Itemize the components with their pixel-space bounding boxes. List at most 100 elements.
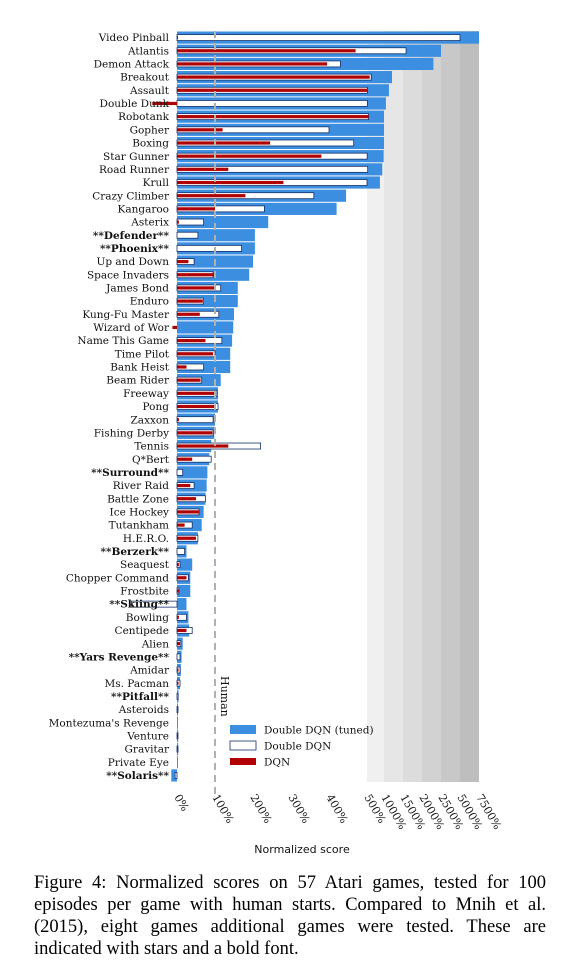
bar-dqn — [177, 536, 196, 540]
background-band — [422, 31, 441, 782]
game-label: Star Gunner — [103, 151, 170, 163]
background-band — [384, 31, 403, 782]
bars — [130, 31, 479, 782]
bar-dqn — [177, 286, 215, 290]
bar-dqn — [177, 497, 196, 501]
bar-double-dqn — [176, 653, 181, 661]
x-tick-label: 300% — [285, 792, 312, 826]
game-label: Video Pinball — [98, 32, 170, 44]
game-label: Battle Zone — [107, 493, 169, 505]
game-label: Tutankham — [109, 520, 169, 532]
legend-label: Double DQN — [264, 741, 331, 753]
shaded-background-bands — [367, 31, 479, 782]
bar-double-dqn — [176, 100, 368, 107]
bar-dqn — [177, 563, 179, 567]
bar-dqn — [177, 378, 201, 382]
human-reference-line: Human — [214, 31, 231, 800]
bar-dqn — [177, 312, 200, 316]
bar-double-dqn — [176, 548, 185, 555]
bar-dqn — [177, 642, 181, 646]
game-label: Chopper Command — [66, 572, 169, 584]
bar-double-dqn — [130, 600, 178, 608]
game-label: Centipede — [115, 625, 169, 637]
game-label: Ice Hockey — [110, 507, 170, 519]
x-tick-label: 400% — [323, 792, 350, 826]
bar-dqn — [177, 391, 216, 395]
bar-double-dqn-tuned — [177, 466, 208, 479]
game-label: Atlantis — [127, 45, 169, 57]
bar-dqn — [177, 365, 187, 369]
game-label: Wizard of Wor — [93, 322, 170, 334]
bar-dqn — [177, 523, 185, 527]
game-label: Asteroids — [118, 704, 169, 716]
bar-double-dqn-tuned — [177, 598, 187, 611]
game-label: H.E.R.O. — [123, 533, 169, 545]
bar-double-dqn-tuned — [171, 769, 177, 782]
game-label: Kung-Fu Master — [82, 309, 170, 321]
game-label: Up and Down — [97, 256, 170, 268]
game-label: **Solaris** — [106, 770, 169, 782]
bar-double-dqn — [176, 692, 179, 700]
bar-double-dqn — [174, 772, 178, 779]
game-label: Freeway — [123, 388, 169, 400]
x-tick-label: 100% — [209, 792, 236, 826]
bar-dqn — [177, 180, 284, 185]
game-label: Demon Attack — [94, 59, 170, 71]
bar-dqn — [177, 299, 203, 303]
game-label: Crazy Climber — [92, 190, 170, 202]
legend-label: DQN — [264, 757, 290, 769]
bar-dqn — [177, 576, 187, 580]
bar-dqn — [177, 35, 178, 40]
background-band — [367, 31, 384, 782]
x-tick-label: 0% — [171, 792, 191, 814]
bar-dqn — [177, 259, 189, 264]
bar-dqn — [177, 207, 215, 211]
bar-dqn — [177, 352, 214, 356]
bar-dqn — [177, 457, 193, 461]
game-label: Assault — [129, 85, 170, 97]
game-label: River Raid — [113, 480, 170, 492]
background-band — [460, 31, 479, 782]
bar-dqn — [177, 444, 229, 448]
bar-double-dqn-tuned — [177, 584, 191, 598]
game-label: Pong — [143, 401, 170, 413]
game-label: Frostbite — [120, 586, 169, 598]
game-label: James Bond — [105, 283, 169, 295]
game-label: Tennis — [134, 441, 169, 453]
bar-dqn — [177, 615, 179, 619]
game-label: Zaxxon — [131, 414, 170, 426]
game-label: **Yars Revenge** — [69, 651, 170, 663]
x-axis-ticks: 0% 100% 200% 300% 400% 500%1000%1500%2000%250… — [171, 792, 503, 832]
bar-dqn — [177, 128, 223, 132]
bar-dqn — [152, 101, 177, 106]
game-label: Robotank — [118, 111, 170, 123]
game-label: Boxing — [132, 138, 169, 150]
bar-dqn — [177, 62, 328, 66]
figure-caption: Figure 4: Normalized scores on 57 Atari … — [34, 873, 546, 959]
human-line-label: Human — [218, 676, 231, 717]
game-label: Space Invaders — [87, 269, 169, 281]
bar-dqn — [177, 75, 370, 79]
bar-double-dqn — [176, 231, 199, 239]
bar-dqn — [177, 194, 246, 198]
game-label: Beam Rider — [106, 375, 170, 387]
bar-double-dqn — [176, 416, 214, 424]
game-label: Amidar — [129, 665, 170, 677]
game-label: Road Runner — [99, 164, 170, 176]
game-label: Private Eye — [108, 757, 169, 769]
bar-dqn — [177, 339, 206, 343]
game-label: Alien — [141, 638, 170, 650]
game-label: **Defender** — [93, 230, 170, 242]
bar-dqn — [177, 115, 369, 119]
game-label: **Skiing** — [109, 599, 169, 611]
bar-dqn — [177, 418, 179, 422]
bar-double-dqn-tuned — [177, 756, 178, 769]
legend-swatch — [230, 758, 256, 765]
bar-dqn — [177, 589, 179, 593]
bar-dqn — [177, 141, 271, 145]
game-label: Asterix — [130, 217, 169, 229]
game-label: Seaquest — [120, 559, 170, 571]
bar-double-dqn — [176, 34, 461, 41]
game-label: **Pitfall** — [111, 691, 170, 703]
bar-dqn — [177, 167, 229, 171]
